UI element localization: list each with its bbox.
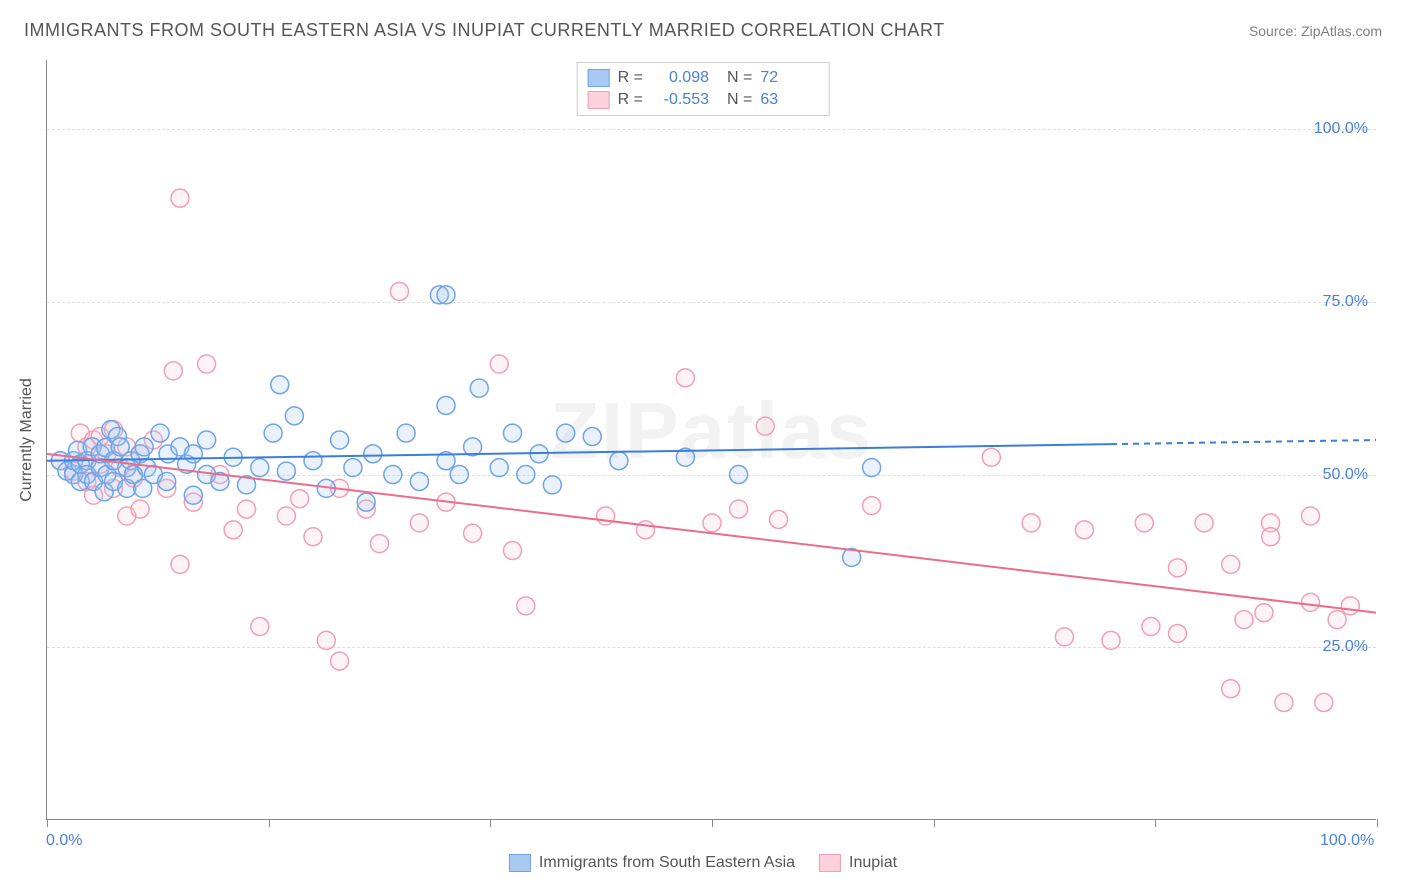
n-value-1: 63	[760, 91, 818, 109]
swatch-series-0	[588, 69, 610, 87]
x-tick-label: 100.0%	[1320, 832, 1374, 850]
r-value-1: -0.553	[651, 91, 709, 109]
source-label: Source: ZipAtlas.com	[1249, 23, 1382, 39]
y-axis-title: Currently Married	[18, 378, 36, 502]
x-tick	[1155, 819, 1156, 827]
legend-stats-row-0: R = 0.098 N = 72	[588, 67, 819, 89]
x-tick	[269, 819, 270, 827]
series-name-0: Immigrants from South Eastern Asia	[539, 854, 795, 872]
plot-area: ZIPatlas 25.0%50.0%75.0%100.0%	[46, 60, 1376, 820]
r-label: R =	[618, 91, 643, 109]
n-label: N =	[727, 69, 752, 87]
x-tick	[712, 819, 713, 827]
x-tick	[47, 819, 48, 827]
chart-title: IMMIGRANTS FROM SOUTH EASTERN ASIA VS IN…	[24, 20, 945, 41]
swatch-series-0	[509, 854, 531, 872]
legend-stats: R = 0.098 N = 72 R = -0.553 N = 63	[577, 62, 830, 116]
n-value-0: 72	[760, 69, 818, 87]
legend-item-1: Inupiat	[819, 854, 897, 872]
scatter-chart	[47, 60, 1376, 819]
n-label: N =	[727, 91, 752, 109]
r-value-0: 0.098	[651, 69, 709, 87]
x-tick-label: 0.0%	[46, 832, 82, 850]
swatch-series-1	[588, 91, 610, 109]
x-tick	[490, 819, 491, 827]
r-label: R =	[618, 69, 643, 87]
legend-item-0: Immigrants from South Eastern Asia	[509, 854, 795, 872]
x-tick	[1377, 819, 1378, 827]
legend-stats-row-1: R = -0.553 N = 63	[588, 89, 819, 111]
x-tick	[934, 819, 935, 827]
series-name-1: Inupiat	[849, 854, 897, 872]
legend-series: Immigrants from South Eastern Asia Inupi…	[509, 854, 897, 872]
swatch-series-1	[819, 854, 841, 872]
